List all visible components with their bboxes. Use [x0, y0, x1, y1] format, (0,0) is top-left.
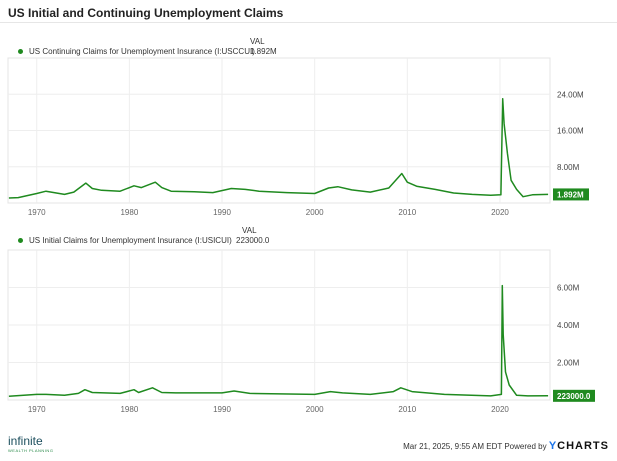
x-tick-label: 2020 [491, 405, 509, 414]
x-tick-label: 2020 [491, 208, 509, 217]
divider [0, 22, 617, 23]
last-value-badge [553, 389, 595, 402]
page-title: US Initial and Continuing Unemployment C… [8, 6, 284, 20]
powered-by: Powered by [504, 442, 547, 451]
series-line [8, 98, 549, 199]
series-dot-icon [18, 49, 23, 54]
footer: Mar 21, 2025, 9:55 AM EDT Powered by YCH… [403, 440, 609, 452]
legend-value-continuing: 1.892M [250, 47, 277, 56]
x-tick-label: 2010 [398, 405, 416, 414]
val-header-top: VAL [250, 37, 265, 46]
legend-value-initial: 223000.0 [236, 236, 270, 245]
timestamp: Mar 21, 2025, 9:55 AM EDT [403, 442, 503, 451]
x-tick-label: 1990 [213, 208, 231, 217]
y-tick-label: 4.00M [557, 321, 580, 330]
legend-label: US Initial Claims for Unemployment Insur… [29, 236, 232, 245]
last-value-label: 223000.0 [557, 392, 591, 401]
x-tick-label: 1980 [120, 208, 138, 217]
infinite-logo: infinite WEALTH PLANNING [8, 434, 54, 453]
y-tick-label: 16.00M [557, 127, 584, 136]
ycharts-logo[interactable]: YCHARTS [548, 440, 609, 452]
legend-continuing[interactable]: US Continuing Claims for Unemployment In… [18, 47, 255, 56]
x-tick-label: 1980 [120, 405, 138, 414]
x-tick-label: 1970 [28, 208, 46, 217]
y-tick-label: 8.00M [557, 163, 580, 172]
legend-label: US Continuing Claims for Unemployment In… [29, 47, 255, 56]
x-tick-label: 2000 [306, 208, 324, 217]
y-tick-label: 6.00M [557, 284, 580, 293]
x-tick-label: 1990 [213, 405, 231, 414]
series-line [8, 284, 549, 398]
legend-initial[interactable]: US Initial Claims for Unemployment Insur… [18, 236, 232, 245]
y-tick-label: 24.00M [557, 90, 584, 99]
y-tick-label: 2.00M [557, 359, 580, 368]
x-tick-label: 2010 [398, 208, 416, 217]
x-tick-label: 1970 [28, 405, 46, 414]
last-value-badge [553, 188, 589, 201]
last-value-label: 1.892M [557, 190, 584, 199]
val-header-bottom: VAL [242, 226, 257, 235]
series-dot-icon [18, 238, 23, 243]
x-tick-label: 2000 [306, 405, 324, 414]
